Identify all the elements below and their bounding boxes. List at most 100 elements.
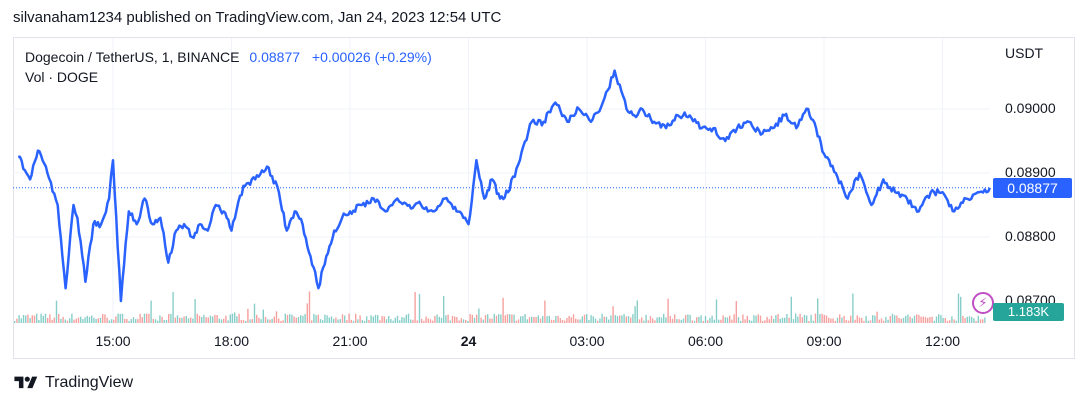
volume-bar bbox=[95, 319, 97, 323]
volume-bar bbox=[280, 321, 282, 323]
chart-legend: Dogecoin / TetherUS, 1, BINANCE 0.08877 … bbox=[25, 47, 432, 87]
volume-bar bbox=[524, 314, 526, 323]
volume-bar bbox=[660, 317, 663, 323]
volume-bar bbox=[594, 318, 597, 323]
volume-bar bbox=[968, 316, 971, 323]
volume-bar bbox=[73, 319, 75, 323]
volume-bar bbox=[880, 318, 883, 323]
volume-bar bbox=[698, 316, 700, 323]
volume-bar bbox=[878, 319, 880, 323]
volume-bar bbox=[51, 319, 53, 323]
volume-bar bbox=[264, 316, 267, 323]
volume-bar bbox=[432, 320, 434, 323]
volume-bar bbox=[84, 317, 86, 323]
volume-bar bbox=[330, 316, 333, 323]
volume-bar bbox=[234, 312, 236, 323]
volume-bar bbox=[630, 317, 632, 323]
chart-frame[interactable] bbox=[13, 37, 1075, 359]
volume-bar bbox=[814, 313, 817, 323]
chart-grid bbox=[13, 38, 990, 323]
volume-bar bbox=[577, 319, 579, 323]
volume-bar bbox=[218, 318, 220, 323]
volume-bar bbox=[526, 319, 528, 323]
volume-bar bbox=[588, 320, 590, 323]
volume-bar bbox=[951, 316, 953, 323]
volume-bar bbox=[632, 314, 634, 323]
volume-bar bbox=[962, 316, 964, 323]
volume-bar bbox=[71, 313, 73, 323]
volume-bar bbox=[775, 315, 777, 323]
footer-brand[interactable]: TradingView bbox=[13, 374, 133, 392]
volume-bar bbox=[493, 313, 495, 323]
time-axis-tick: 18:00 bbox=[213, 333, 250, 349]
time-axis-tick: 12:00 bbox=[924, 333, 961, 349]
volume-bar bbox=[513, 314, 515, 323]
volume-bar bbox=[467, 321, 469, 323]
volume-bar bbox=[214, 314, 216, 323]
volume-bar bbox=[900, 318, 902, 323]
volume-bar bbox=[852, 293, 854, 323]
volume-bar bbox=[845, 320, 847, 323]
volume-bar bbox=[245, 320, 247, 323]
volume-bar bbox=[863, 320, 865, 323]
volume-bar bbox=[713, 319, 715, 323]
volume-bar bbox=[170, 313, 172, 323]
volume-bar bbox=[960, 296, 962, 323]
volume-bar bbox=[753, 315, 755, 323]
volume-bar bbox=[537, 315, 539, 323]
volume-bar bbox=[143, 313, 146, 323]
volume-bar bbox=[883, 320, 885, 323]
volume-bar bbox=[313, 313, 315, 323]
volume-bar bbox=[825, 315, 828, 323]
volume-bar bbox=[150, 300, 152, 323]
lightning-icon[interactable]: ⚡ bbox=[972, 292, 994, 314]
volume-bar bbox=[363, 320, 366, 323]
volume-bar bbox=[161, 317, 163, 323]
volume-bar bbox=[75, 318, 77, 323]
volume-bar bbox=[99, 317, 102, 323]
volume-bar bbox=[260, 319, 262, 323]
volume-bar bbox=[656, 317, 658, 323]
volume-bar bbox=[223, 318, 225, 323]
volume-bar bbox=[847, 320, 850, 323]
volume-bar bbox=[671, 318, 674, 323]
volume-bar bbox=[581, 316, 583, 323]
volume-bar bbox=[821, 313, 823, 323]
volume-bar bbox=[535, 317, 537, 323]
volume-bar bbox=[680, 319, 682, 323]
volume-bar bbox=[740, 320, 742, 323]
volume-bar bbox=[315, 315, 317, 323]
volume-bar bbox=[500, 314, 502, 323]
volume-bar bbox=[185, 316, 187, 323]
volume-bar bbox=[887, 319, 889, 323]
volume-bar bbox=[757, 314, 759, 323]
volume-bar bbox=[462, 319, 465, 323]
volume-bar bbox=[856, 315, 858, 323]
volume-bar bbox=[414, 292, 416, 323]
volume-bar bbox=[256, 314, 258, 323]
price-axis-tick: 0.09000 bbox=[1005, 100, 1056, 116]
volume-bar bbox=[295, 317, 297, 323]
volume-bar bbox=[445, 315, 447, 323]
volume-bar bbox=[504, 315, 506, 323]
volume-bar bbox=[165, 320, 168, 323]
volume-bar bbox=[874, 315, 876, 323]
volume-bar bbox=[36, 313, 38, 323]
volume-bar bbox=[348, 313, 350, 323]
volume-bar bbox=[190, 317, 192, 323]
volume-bar bbox=[14, 321, 16, 323]
volume-bar bbox=[473, 317, 476, 323]
volume-bar bbox=[918, 314, 920, 323]
volume-bar bbox=[748, 320, 751, 323]
volume-bar bbox=[720, 319, 722, 323]
volume-bar bbox=[269, 319, 271, 323]
volume-bar bbox=[858, 317, 861, 323]
volume-bar bbox=[311, 320, 313, 323]
volume-bar bbox=[902, 317, 905, 323]
volume-bar bbox=[627, 316, 630, 323]
volume-bar bbox=[53, 317, 55, 323]
volume-bar bbox=[194, 299, 196, 323]
volume-bar bbox=[544, 300, 546, 323]
volume-bar bbox=[693, 320, 696, 323]
